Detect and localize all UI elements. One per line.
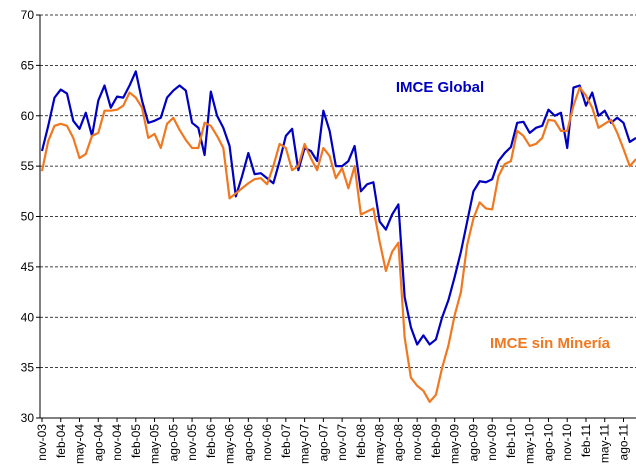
- x-tick-label: nov-03: [35, 424, 49, 461]
- x-tick-label: may-11: [598, 424, 612, 463]
- y-tick-label: 60: [21, 109, 35, 123]
- x-tick-label: may-06: [223, 424, 237, 464]
- x-tick-label: feb-10: [504, 424, 518, 458]
- x-tick-label: may-10: [523, 424, 537, 464]
- series-label: IMCE sin Minería: [490, 335, 611, 352]
- x-tick-label: ago-08: [391, 424, 405, 462]
- x-tick-label: feb-04: [54, 424, 68, 458]
- x-tick-label: nov-09: [485, 424, 499, 461]
- y-tick-label: 30: [21, 411, 35, 425]
- x-tick-label: may-09: [448, 424, 462, 464]
- x-tick-label: nov-04: [110, 424, 124, 461]
- x-tick-label: feb-11: [579, 424, 593, 457]
- x-tick-label: nov-10: [560, 424, 574, 461]
- y-tick-label: 50: [21, 210, 35, 224]
- x-tick-label: feb-05: [129, 424, 143, 458]
- series-line: [40, 70, 636, 346]
- x-tick-label: nov-07: [335, 424, 349, 461]
- x-tick-label: feb-07: [279, 424, 293, 458]
- y-tick-label: 55: [21, 159, 35, 173]
- x-tick-label: may-07: [298, 424, 312, 464]
- x-tick-label: ago-10: [541, 424, 555, 462]
- x-tick-label: may-08: [373, 424, 387, 464]
- series-line: [40, 86, 636, 403]
- x-tick-label: ago-09: [466, 424, 480, 462]
- x-tick-label: may-05: [148, 424, 162, 464]
- x-tick-label: nov-06: [260, 424, 274, 461]
- x-tick-label: may-04: [73, 424, 87, 464]
- y-tick-label: 40: [21, 310, 35, 324]
- x-tick-label: ago-05: [166, 424, 180, 462]
- y-tick-label: 45: [21, 260, 35, 274]
- y-tick-label: 35: [21, 361, 35, 375]
- x-tick-label: feb-09: [429, 424, 443, 458]
- series-label: IMCE Global: [396, 79, 484, 96]
- y-tick-label: 70: [21, 8, 35, 22]
- x-tick-label: ago-04: [91, 424, 105, 462]
- x-tick-label: nov-08: [410, 424, 424, 461]
- x-tick-label: ago-07: [316, 424, 330, 462]
- x-tick-label: ago-11: [616, 424, 630, 461]
- x-tick-label: feb-08: [354, 424, 368, 458]
- y-tick-label: 65: [21, 58, 35, 72]
- x-tick-label: nov-05: [185, 424, 199, 461]
- x-tick-label: ago-06: [241, 424, 255, 462]
- x-tick-label: feb-06: [204, 424, 218, 458]
